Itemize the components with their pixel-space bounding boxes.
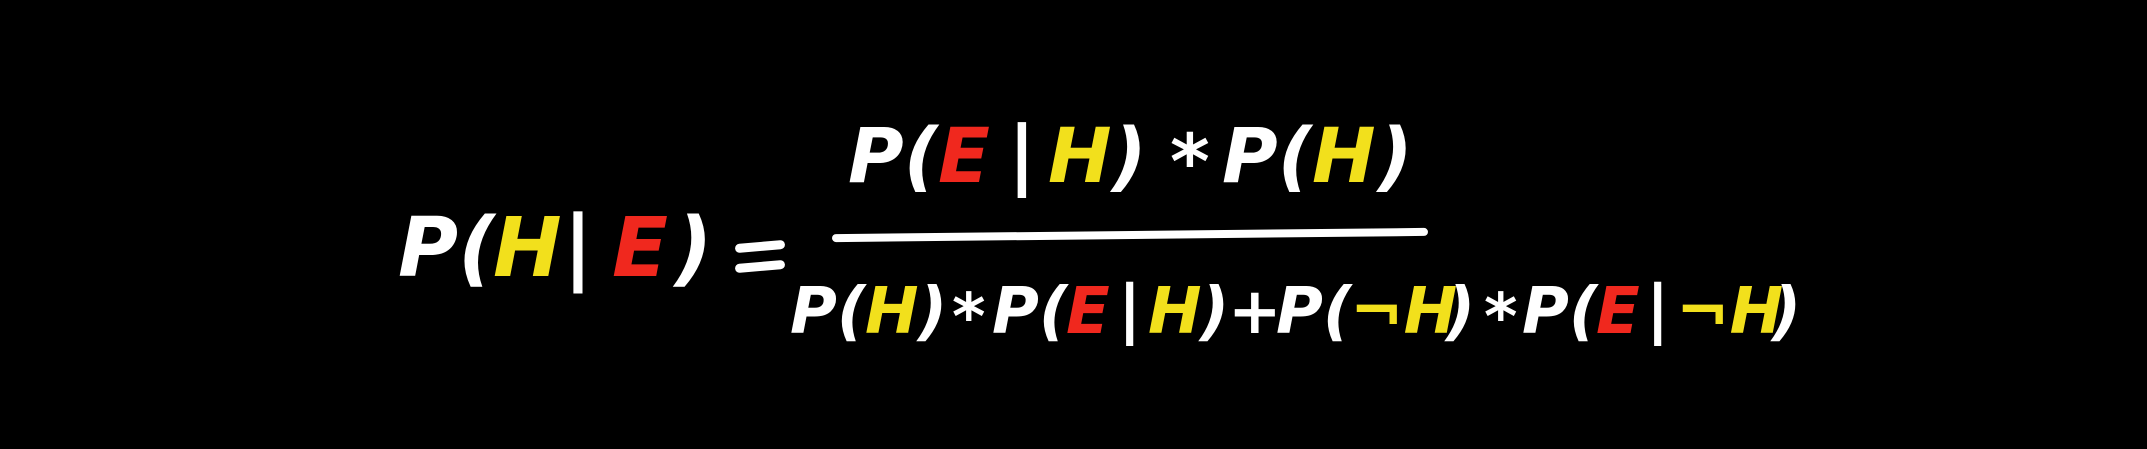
num-hypothesis-2: H (1312, 111, 1376, 200)
num-multiply: * (1170, 117, 1210, 206)
lhs-given-bar: | (563, 199, 593, 294)
den-hypothesis-1: H (865, 275, 919, 349)
den-p-open-4: P( (1522, 275, 1599, 349)
equals-sign-bottom (734, 259, 786, 274)
den-p-open-1: P( (790, 275, 867, 349)
num-given-bar: | (1008, 109, 1036, 198)
den-p-open-3: P( (1276, 275, 1353, 349)
num-close-paren-2: ) (1378, 111, 1413, 200)
num-close-paren-1: ) (1112, 111, 1147, 200)
den-close-paren-3: ) (1446, 275, 1476, 349)
lhs-p-open: P( (398, 201, 496, 296)
num-hypothesis-1: H (1048, 111, 1112, 200)
den-multiply-2: * (1484, 281, 1518, 355)
den-hypothesis-2: H (1148, 275, 1202, 349)
den-close-paren-1: ) (918, 275, 948, 349)
den-evidence-2: E (1596, 275, 1640, 349)
num-p-open-2: P( (1222, 111, 1313, 200)
fraction-bar (831, 227, 1429, 243)
den-not-hypothesis-1: ¬H (1350, 275, 1458, 349)
den-multiply-1: * (952, 281, 986, 355)
lhs-close-paren: ) (675, 201, 713, 296)
lhs-hypothesis: H (493, 201, 562, 296)
den-given-bar-2: | (1646, 273, 1670, 347)
den-p-open-2: P( (992, 275, 1069, 349)
den-plus: + (1228, 275, 1282, 349)
den-given-bar-1: | (1118, 273, 1142, 347)
den-not-hypothesis-2: ¬H (1676, 275, 1784, 349)
den-close-paren-2: ) (1200, 275, 1230, 349)
den-evidence-1: E (1066, 275, 1110, 349)
lhs-evidence: E (612, 201, 669, 296)
num-evidence: E (938, 111, 990, 200)
den-close-paren-4: ) (1772, 275, 1802, 349)
num-p-open-1: P( (848, 111, 939, 200)
equals-sign-top (734, 239, 786, 254)
